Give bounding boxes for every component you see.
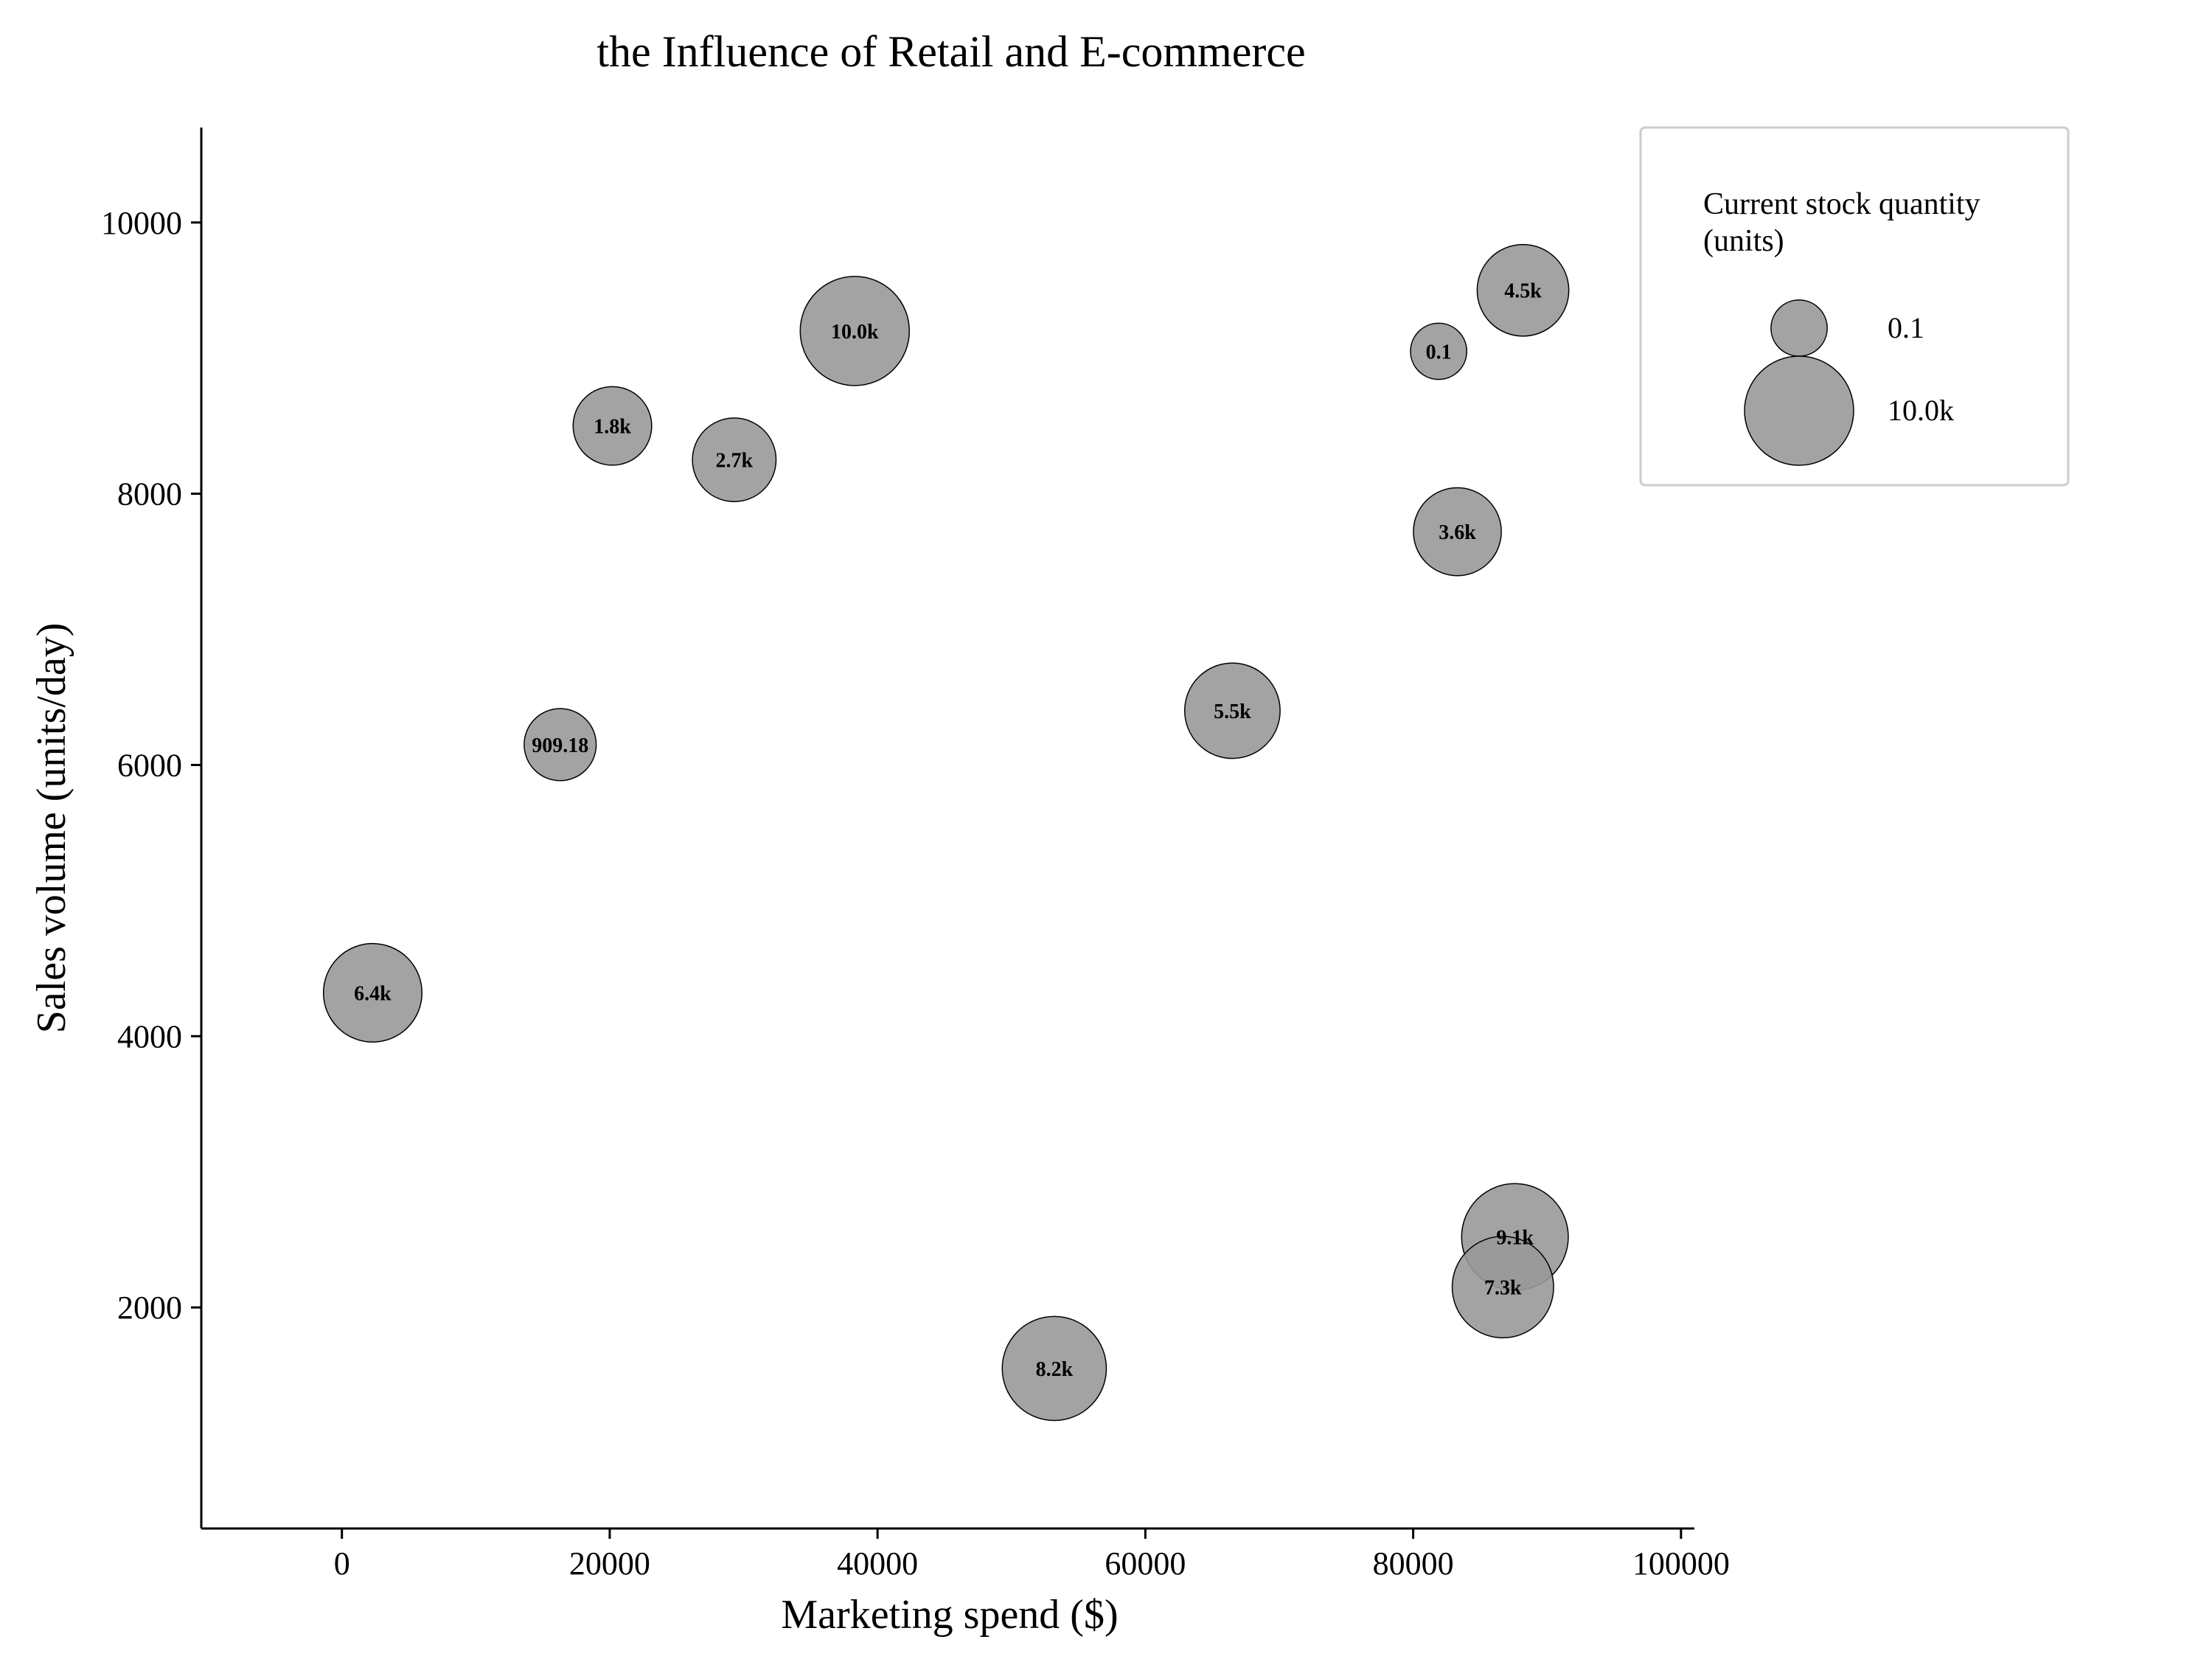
bubble-label: 10.0k xyxy=(831,321,879,344)
x-axis-ticks: 0 20000 40000 60000 80000 100000 xyxy=(334,1528,1730,1582)
legend-title-line-1: Current stock quantity xyxy=(1703,187,1980,221)
bubble-label: 0.1 xyxy=(1426,341,1452,364)
bubble-label: 2.7k xyxy=(716,450,754,473)
y-axis-label: Sales volume (units/day) xyxy=(29,623,74,1034)
bubble-label: 8.2k xyxy=(1036,1358,1074,1381)
bubble-point xyxy=(322,942,423,1043)
y-tick-label: 10000 xyxy=(101,205,182,241)
bubble-label: 5.5k xyxy=(1214,700,1251,723)
x-tick-label: 0 xyxy=(334,1545,350,1582)
legend-bubble xyxy=(1744,355,1854,466)
x-tick-label: 20000 xyxy=(569,1545,650,1582)
bubble-point xyxy=(1476,243,1570,337)
y-tick-label: 2000 xyxy=(117,1290,182,1326)
bubble-label: 6.4k xyxy=(354,982,392,1005)
bubble-point xyxy=(572,386,653,466)
bubble-label: 4.5k xyxy=(1504,280,1542,303)
x-tick-label: 100000 xyxy=(1632,1545,1730,1582)
bubble-point xyxy=(1451,1236,1554,1339)
y-axis-ticks: 2000 4000 6000 8000 10000 xyxy=(101,205,201,1326)
bubble-point xyxy=(1410,322,1467,380)
legend-title-line-2: (units) xyxy=(1703,224,1784,258)
legend-entries: 0.1 10.0k xyxy=(1744,299,1954,466)
y-tick-label: 6000 xyxy=(117,747,182,783)
bubble-point xyxy=(1413,487,1502,577)
bubble-point xyxy=(1001,1315,1107,1422)
legend-bubble xyxy=(1770,299,1828,357)
x-axis-label: Marketing spend ($) xyxy=(781,1592,1118,1638)
chart-title: the Influence of Retail and E-commerce xyxy=(597,27,1305,76)
bubble-label: 1.8k xyxy=(594,416,631,439)
x-tick-label: 40000 xyxy=(837,1545,918,1582)
bubble-point xyxy=(524,708,597,782)
legend-frame xyxy=(1639,126,2070,487)
y-tick-label: 4000 xyxy=(117,1018,182,1054)
bubble-point xyxy=(799,276,911,386)
legend: Current stock quantity (units) 0.1 10.0k xyxy=(1639,126,2070,487)
bubble-label: 3.6k xyxy=(1439,521,1476,544)
y-tick-label: 8000 xyxy=(117,476,182,512)
bubble-layer: 6.4k 909.18 1.8k 2.7k 10.0k 8.2k 5.5k 0.1 3.6k 4.… xyxy=(322,243,1570,1422)
bubble-label: 9.1k xyxy=(1496,1227,1534,1250)
bubble-point xyxy=(1183,662,1281,759)
x-tick-label: 60000 xyxy=(1105,1545,1186,1582)
legend-entry-label: 0.1 xyxy=(1888,311,1924,344)
x-tick-label: 80000 xyxy=(1373,1545,1454,1582)
bubble-label: 7.3k xyxy=(1484,1277,1522,1300)
legend-entry-label: 10.0k xyxy=(1888,394,1954,427)
bubble-label: 909.18 xyxy=(532,734,588,757)
bubble-point xyxy=(692,417,777,503)
